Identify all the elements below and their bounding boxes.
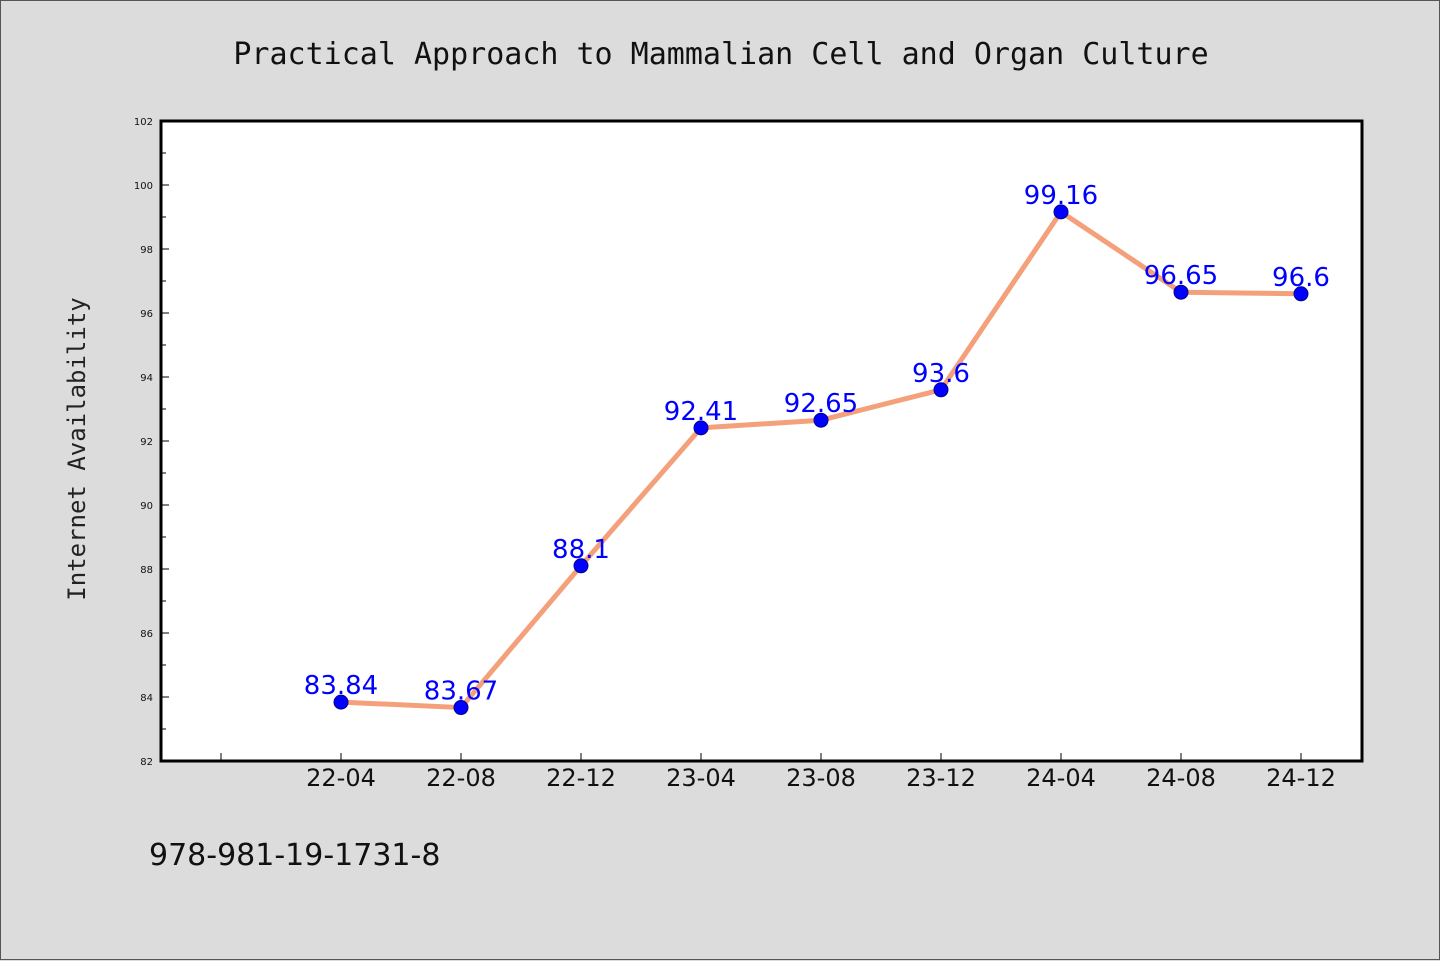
data-label: 88.1: [552, 535, 610, 565]
x-tick-label: 22-08: [426, 764, 496, 792]
y-tick-label: 94: [140, 373, 153, 384]
y-tick-label: 90: [140, 501, 153, 512]
x-tick-label: 23-08: [786, 764, 856, 792]
footnote-isbn: 978-981-19-1731-8: [149, 838, 440, 873]
y-axis-ticks: 82 84 86 88 90 92 94 96 98 100 102: [134, 117, 169, 768]
data-point-marker: [1173, 284, 1189, 300]
data-label: 96.65: [1144, 261, 1218, 291]
data-label: 96.6: [1272, 263, 1330, 293]
y-tick-label: 96: [140, 309, 153, 320]
data-point-marker: [693, 420, 709, 436]
x-axis-ticks: 22-04 22-08 22-12 23-04 23-08 23-12 24-04 24-08…: [220, 753, 1336, 792]
data-point-marker: [453, 700, 469, 716]
y-tick-label: 84: [140, 693, 153, 704]
chart-title: Practical Approach to Mammalian Cell and…: [233, 37, 1208, 72]
x-tick-label: 24-12: [1266, 764, 1336, 792]
data-point-marker: [333, 694, 349, 710]
x-tick-label: 24-04: [1026, 764, 1096, 792]
data-label: 92.65: [784, 389, 858, 419]
data-point-marker: [1293, 286, 1309, 302]
data-label: 83.67: [424, 677, 498, 707]
data-point-marker: [813, 412, 829, 428]
y-tick-label: 98: [140, 245, 153, 256]
y-axis-label: Internet Availability: [63, 297, 91, 600]
x-tick-label: 23-12: [906, 764, 976, 792]
data-label: 99.16: [1024, 181, 1098, 211]
data-label: 83.84: [304, 671, 378, 701]
data-label: 92.41: [664, 397, 738, 427]
x-tick-label: 22-12: [546, 764, 616, 792]
y-tick-label: 102: [134, 117, 153, 128]
y-tick-label: 82: [140, 757, 153, 768]
plot-area: [159, 119, 1364, 763]
data-point-marker: [933, 382, 949, 398]
data-point-marker: [573, 558, 589, 574]
x-tick-label: 22-04: [306, 764, 376, 792]
data-label: 93.6: [912, 359, 970, 389]
x-tick-label: 24-08: [1146, 764, 1216, 792]
data-point-marker: [1053, 204, 1069, 220]
y-tick-label: 92: [140, 437, 153, 448]
x-tick-label: 23-04: [666, 764, 736, 792]
y-tick-label: 88: [140, 565, 153, 576]
y-tick-label: 86: [140, 629, 153, 640]
y-tick-label: 100: [134, 181, 153, 192]
data-labels: 83.84 83.67 88.1 92.41 92.65 93.6 99.16 96.65 96…: [304, 181, 1330, 707]
series-markers: [333, 204, 1309, 716]
